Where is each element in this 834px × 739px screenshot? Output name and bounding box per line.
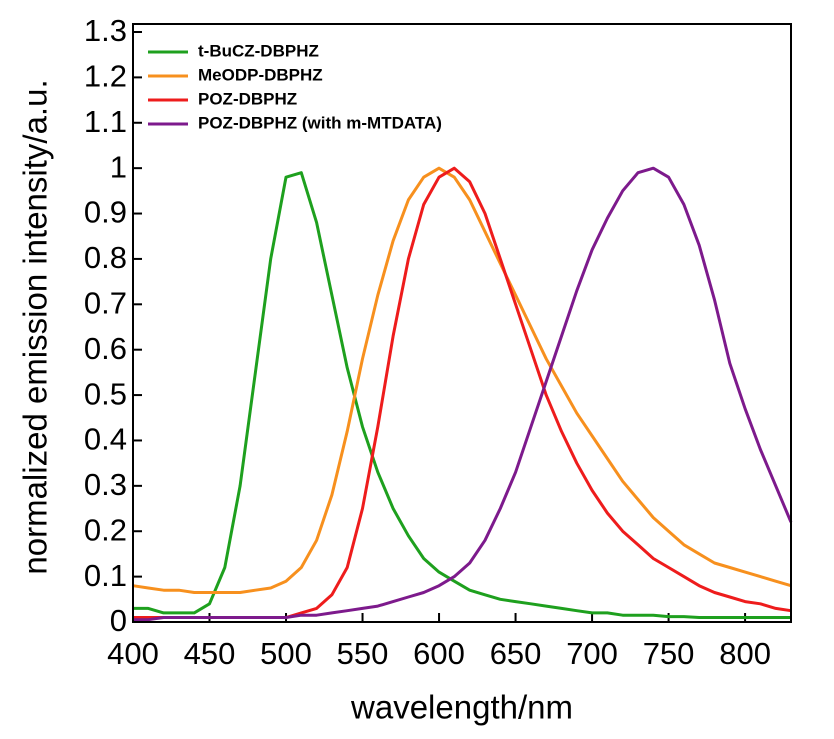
x-tick-label: 800: [719, 636, 771, 671]
x-tick-label: 750: [643, 636, 695, 671]
legend-label: MeODP-DBPHZ: [198, 65, 323, 84]
y-axis-label: normalized emission intensity/a.u.: [17, 79, 54, 574]
y-tick-label: 0.6: [84, 331, 127, 366]
y-tick-label: 1.2: [84, 59, 127, 94]
x-tick-label: 600: [413, 636, 465, 671]
y-tick-label: 0.4: [84, 422, 127, 457]
series-line: [133, 166, 793, 622]
x-tick-label: 650: [490, 636, 542, 671]
y-tick-label: 0.5: [84, 376, 127, 411]
y-tick-label: 1.1: [84, 104, 127, 139]
y-tick-label: 0.2: [84, 512, 127, 547]
y-tick-label: 0: [110, 603, 127, 638]
y-tick-label: 0.8: [84, 240, 127, 275]
x-tick-label: 450: [184, 636, 236, 671]
x-axis-label: wavelength/nm: [350, 689, 573, 726]
legend-label: t-BuCZ-DBPHZ: [198, 41, 319, 60]
x-tick-label: 700: [566, 636, 618, 671]
plot-frame: [132, 23, 792, 623]
x-tick-label: 500: [260, 636, 312, 671]
series-line: [132, 166, 792, 594]
legend-label: POZ-DBPHZ (with m-MTDATA): [198, 113, 442, 132]
y-tick-label: 0.7: [84, 285, 127, 320]
y-tick-label: 1: [110, 149, 127, 184]
y-tick-label: 0.1: [84, 558, 127, 593]
x-tick-label: 400: [107, 636, 159, 671]
x-tick-label: 550: [337, 636, 389, 671]
y-tick-label: 0.9: [84, 195, 127, 230]
series-line: [133, 171, 791, 619]
y-tick-label: 0.3: [84, 467, 127, 502]
y-tick-label: 1.3: [84, 13, 127, 48]
legend-label: POZ-DBPHZ: [198, 89, 297, 108]
